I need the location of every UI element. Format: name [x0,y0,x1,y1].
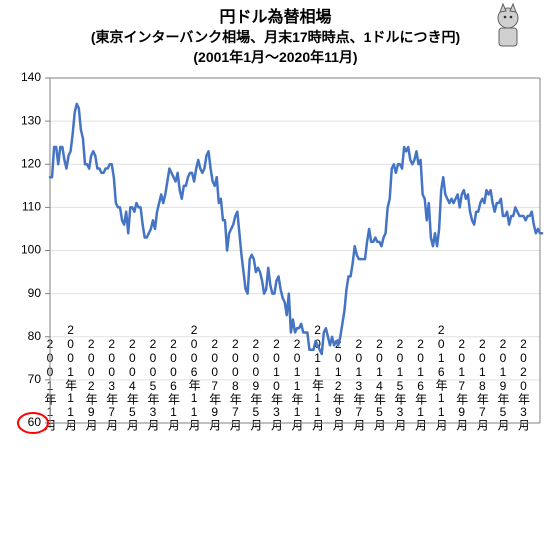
y-tick-label: 120 [21,156,41,170]
title-line-1: (東京インターバンク相場、月末17時時点、1ドルにつき円) [91,29,460,45]
x-tick-label: 2010年3月 [269,337,283,432]
x-axis: 2001年1月2001年11月2002年9月2003年7月2004年5月2005… [43,323,531,432]
x-tick-label: 2013年7月 [352,337,366,432]
x-tick-label: 2012年9月 [331,337,345,432]
x-tick-label: 2020年3月 [517,337,531,432]
y-tick-label: 130 [21,113,41,127]
x-tick-label: 2016年11月 [434,323,448,432]
x-tick-label: 2002年9月 [84,337,98,432]
x-tick-label: 2005年3月 [146,337,160,432]
x-tick-label: 2007年9月 [208,337,222,432]
x-tick-label: 2001年11月 [64,323,78,432]
y-tick-label: 70 [28,372,42,386]
title-line-0: 円ドル為替相場 [219,7,331,26]
x-tick-label: 2011年1月 [290,337,304,432]
y-tick-label: 60 [28,415,42,429]
mascot-icon [498,4,518,46]
x-tick-label: 2003年7月 [105,337,119,432]
y-tick-label: 110 [22,200,41,214]
x-tick-label: 2014年5月 [372,337,386,432]
x-tick-label: 2008年7月 [228,337,242,432]
x-tick-label: 2018年7月 [475,337,489,432]
title-line-2: (2001年1月～2020年11月) [193,49,357,65]
y-tick-label: 90 [28,286,42,300]
y-tick-label: 100 [21,243,41,257]
line-chart: 円ドル為替相場 (東京インターバンク相場、月末17時時点、1ドルにつき円) (200… [0,0,551,551]
x-tick-label: 2017年9月 [455,337,469,432]
chart-container: 円ドル為替相場 (東京インターバンク相場、月末17時時点、1ドルにつき円) (200… [0,0,551,551]
x-tick-label: 2009年5月 [249,337,263,432]
x-tick-label: 2019年5月 [496,337,510,432]
x-tick-label: 2004年5月 [125,337,139,432]
x-tick-label: 2015年3月 [393,337,407,432]
chart-title: 円ドル為替相場 (東京インターバンク相場、月末17時時点、1ドルにつき円) (200… [91,7,460,65]
y-tick-label: 80 [28,329,42,343]
x-tick-label: 2006年1月 [167,337,181,432]
x-tick-label: 2016年1月 [414,337,428,432]
y-tick-label: 140 [21,70,41,84]
series-line [50,104,542,354]
x-tick-label: 2006年11月 [187,323,201,432]
